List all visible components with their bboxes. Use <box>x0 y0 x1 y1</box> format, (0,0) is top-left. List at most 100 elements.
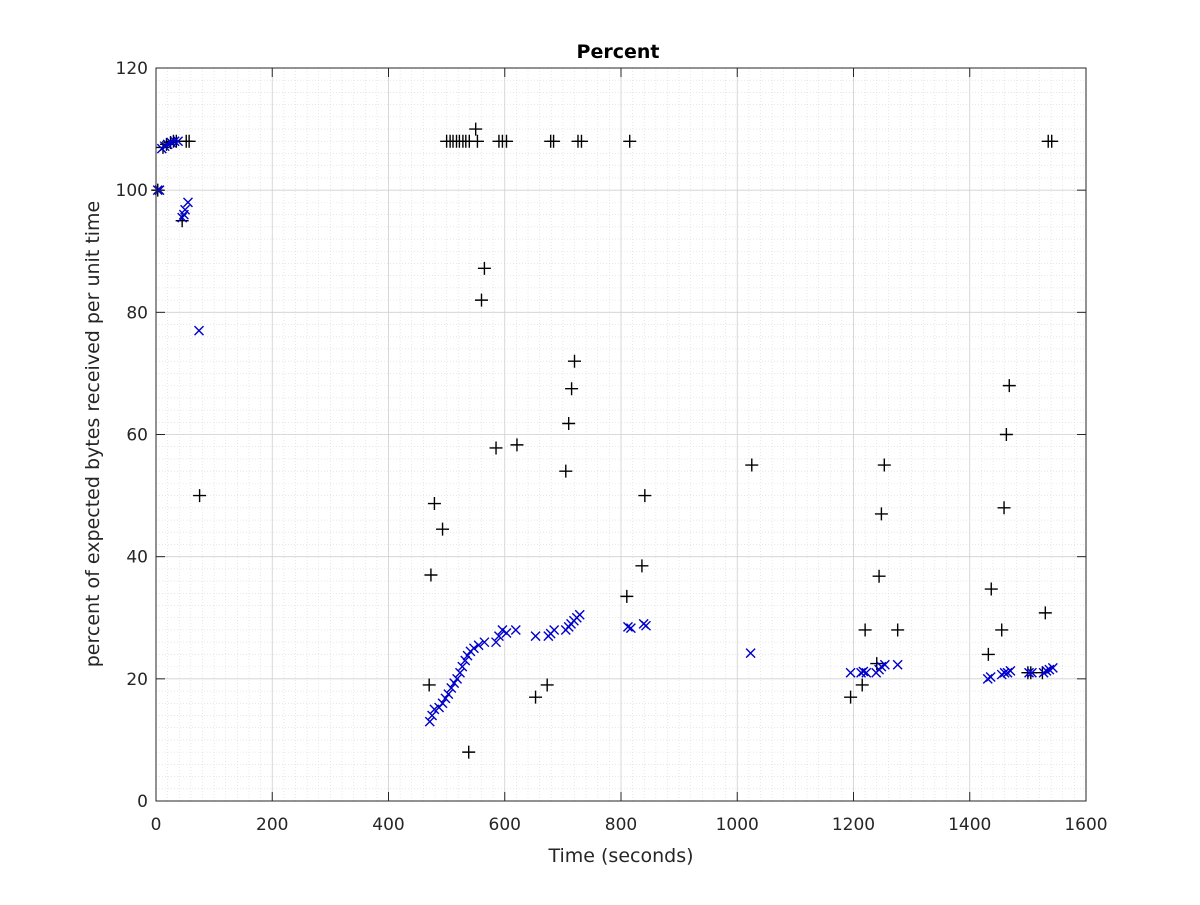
x-marker <box>574 609 585 620</box>
plus-marker <box>872 569 886 583</box>
plus-marker <box>855 678 869 692</box>
x-marker <box>982 673 993 684</box>
plus-marker <box>981 647 995 661</box>
x-marker <box>1041 665 1052 676</box>
plus-marker <box>559 464 573 478</box>
x-marker <box>454 667 465 678</box>
plus-marker <box>568 354 581 368</box>
x-axis-label: Time (seconds) <box>547 845 693 867</box>
x-tick-label: 800 <box>605 815 637 835</box>
plus-marker <box>891 623 905 637</box>
plus-marker <box>470 134 484 148</box>
plus-marker <box>499 134 513 148</box>
plus-marker <box>858 623 872 637</box>
x-marker <box>452 673 463 684</box>
x-tick-label: 1000 <box>716 815 759 835</box>
x-marker <box>194 325 205 336</box>
x-marker <box>1026 667 1037 678</box>
x-marker <box>491 637 502 648</box>
x-marker <box>879 659 890 670</box>
plus-marker <box>999 428 1013 441</box>
plus-marker <box>477 261 491 275</box>
x-marker <box>443 689 454 700</box>
x-tick-label: 1600 <box>1064 815 1107 835</box>
x-marker <box>169 136 180 147</box>
plus-marker <box>529 690 543 704</box>
x-marker <box>861 667 872 678</box>
plus-marker <box>422 678 436 692</box>
x-marker <box>177 212 188 223</box>
x-tick-labels: 0 200 400 600 800 1000 1200 1400 1600 <box>151 815 1108 835</box>
x-marker <box>549 624 560 635</box>
x-marker <box>440 693 451 704</box>
x-marker <box>493 631 504 642</box>
x-marker <box>1038 667 1049 678</box>
y-tick-label: 120 <box>116 59 148 79</box>
x-marker <box>996 669 1007 680</box>
plus-marker <box>620 589 634 603</box>
x-tick-label: 200 <box>256 815 288 835</box>
plus-marker <box>469 122 483 136</box>
x-tick-label: 400 <box>372 815 404 835</box>
x-marker <box>1047 662 1058 673</box>
y-tick-label: 40 <box>126 548 148 568</box>
plus-marker <box>638 489 652 503</box>
x-marker <box>530 631 541 642</box>
plus-marker <box>562 417 576 431</box>
plus-marker <box>574 134 588 148</box>
x-tick-label: 0 <box>151 815 162 835</box>
plus-marker <box>1045 134 1059 148</box>
x-marker <box>1024 667 1035 678</box>
x-marker <box>180 204 191 215</box>
x-marker <box>845 667 856 678</box>
plus-marker <box>844 690 858 704</box>
x-marker <box>457 661 468 672</box>
y-tick-label: 100 <box>116 181 148 201</box>
plus-marker <box>462 745 476 759</box>
plus-marker-series <box>151 122 1059 759</box>
plus-marker <box>436 522 450 536</box>
y-tick-labels: 0 20 40 60 80 100 120 <box>116 59 148 812</box>
x-marker <box>622 621 633 632</box>
x-marker <box>460 655 471 666</box>
x-marker <box>159 141 170 152</box>
x-marker <box>1002 667 1013 678</box>
chart-title: Percent <box>577 41 660 63</box>
x-marker <box>424 716 435 727</box>
x-tick-label: 1400 <box>948 815 991 835</box>
x-marker <box>446 683 457 693</box>
plus-marker <box>623 134 637 148</box>
y-tick-label: 80 <box>126 303 148 323</box>
y-tick-label: 20 <box>126 670 148 690</box>
plus-marker <box>1002 379 1016 393</box>
x-marker <box>510 624 521 635</box>
x-marker <box>182 197 193 208</box>
plus-marker <box>510 438 524 452</box>
x-marker <box>173 136 184 147</box>
plus-marker <box>424 568 438 582</box>
x-marker <box>745 648 756 659</box>
x-marker <box>473 640 484 651</box>
x-marker-series <box>152 136 1058 727</box>
x-marker <box>985 672 996 682</box>
x-marker <box>858 666 869 677</box>
y-axis-label: percent of expected bytes received per u… <box>82 201 104 668</box>
plus-marker <box>745 458 759 472</box>
plus-marker <box>182 134 196 148</box>
x-tick-label: 1200 <box>832 815 875 835</box>
plus-marker <box>877 458 891 472</box>
plus-marker <box>984 582 998 596</box>
y-tick-label: 60 <box>126 426 148 446</box>
plus-marker <box>1038 606 1052 620</box>
x-marker <box>468 643 479 654</box>
plus-marker <box>547 134 561 148</box>
x-marker <box>999 667 1010 678</box>
plus-marker <box>540 678 554 692</box>
data-points <box>151 122 1059 759</box>
x-marker <box>1005 665 1016 676</box>
plus-marker <box>475 293 488 307</box>
x-marker <box>479 637 490 648</box>
plus-marker <box>874 507 888 521</box>
